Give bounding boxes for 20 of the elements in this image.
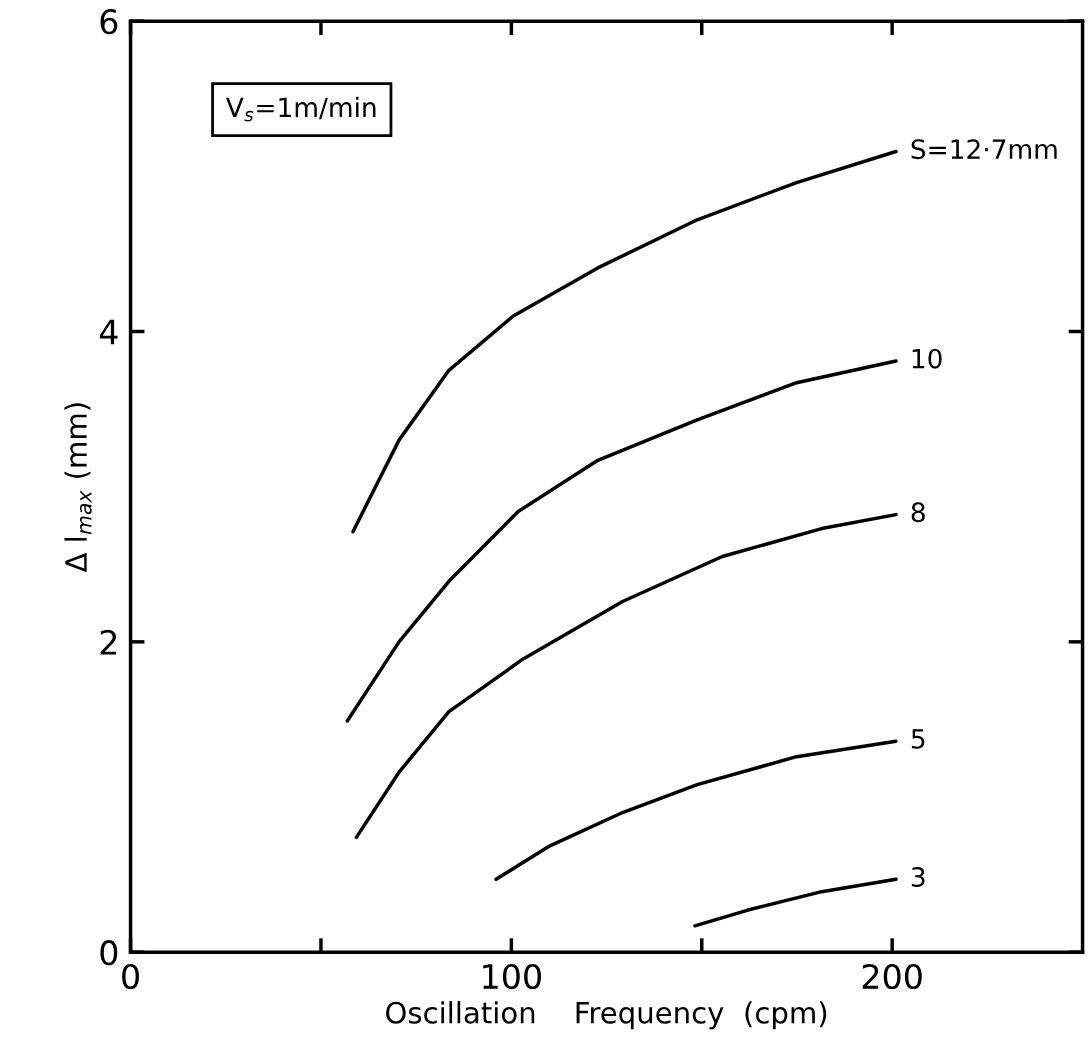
- series-label: 3: [911, 866, 925, 887]
- line-series: [345, 359, 898, 723]
- y-tick-label: 6: [100, 9, 118, 35]
- series-label: 10: [912, 348, 942, 369]
- series-label: S=12·7mm: [911, 139, 1057, 160]
- series-label: 8: [911, 502, 925, 523]
- x-axis-title: Oscillation Frequency (cpm): [386, 1001, 827, 1030]
- x-tick-label: 0: [122, 963, 139, 990]
- annotation: V$_{s}$=1m/min: [225, 96, 376, 122]
- y-axis-title: Δ l$_{max}$ (mm): [64, 403, 92, 573]
- line-series: [494, 739, 898, 882]
- x-tick-label: 200: [862, 963, 922, 990]
- y-tick-label: 4: [99, 319, 118, 345]
- x-tick-label: 100: [483, 963, 541, 990]
- line-series: [354, 512, 898, 840]
- y-tick-label: 2: [100, 629, 117, 655]
- y-tick-label: 0: [100, 940, 118, 966]
- series-label: 5: [911, 729, 925, 749]
- line-series: [693, 877, 898, 928]
- line-series: [351, 149, 898, 534]
